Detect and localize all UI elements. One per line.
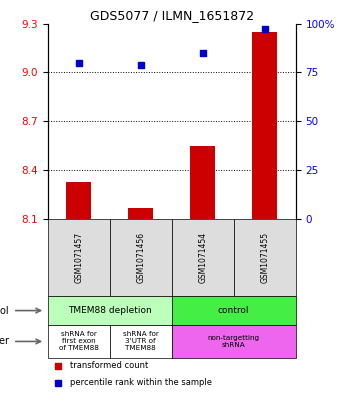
- Bar: [172, 325, 296, 358]
- Point: [262, 26, 268, 33]
- Point: [55, 380, 60, 386]
- Point: [55, 363, 60, 369]
- Title: GDS5077 / ILMN_1651872: GDS5077 / ILMN_1651872: [90, 9, 254, 22]
- Bar: [234, 219, 296, 296]
- Text: percentile rank within the sample: percentile rank within the sample: [70, 378, 212, 387]
- Point: [76, 60, 81, 66]
- Bar: [109, 219, 172, 296]
- Bar: [48, 325, 109, 358]
- Point: [200, 50, 205, 56]
- Text: GSM1071457: GSM1071457: [74, 232, 83, 283]
- Bar: [48, 219, 109, 296]
- Text: GSM1071454: GSM1071454: [198, 232, 207, 283]
- Text: other: other: [0, 336, 9, 347]
- Bar: [172, 219, 234, 296]
- Bar: [172, 296, 296, 325]
- Bar: [48, 296, 172, 325]
- Text: control: control: [218, 306, 250, 315]
- Text: non-targetting
shRNA: non-targetting shRNA: [208, 335, 260, 348]
- Text: TMEM88 depletion: TMEM88 depletion: [68, 306, 152, 315]
- Text: protocol: protocol: [0, 306, 9, 316]
- Text: GSM1071455: GSM1071455: [260, 232, 269, 283]
- Text: transformed count: transformed count: [70, 362, 148, 371]
- Text: shRNA for
3'UTR of
TMEM88: shRNA for 3'UTR of TMEM88: [123, 331, 159, 351]
- Bar: [128, 208, 153, 219]
- Bar: [190, 146, 215, 219]
- Point: [138, 62, 143, 68]
- Text: GSM1071456: GSM1071456: [136, 232, 145, 283]
- Bar: [66, 182, 91, 219]
- Bar: [252, 32, 277, 219]
- Text: shRNA for
first exon
of TMEM88: shRNA for first exon of TMEM88: [59, 331, 99, 351]
- Bar: [109, 325, 172, 358]
